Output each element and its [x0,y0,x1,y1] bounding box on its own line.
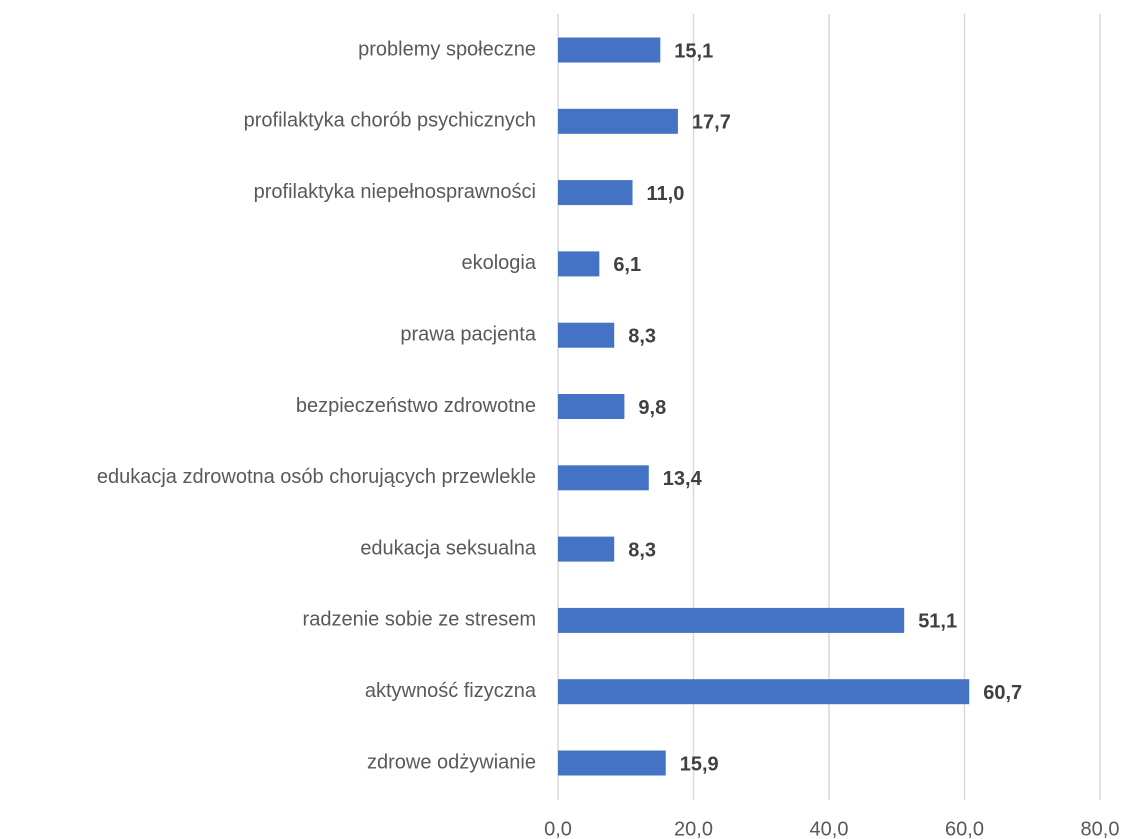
bar [558,322,615,348]
y-tick-label: profilaktyka niepełnosprawności [254,181,536,203]
data-label: 13,4 [663,468,703,490]
y-tick-label: problemy społeczne [358,38,536,60]
y-tick-label: prawa pacjenta [400,323,537,345]
x-tick-label: 0,0 [544,818,572,839]
data-label: 8,3 [628,325,656,347]
x-tick-label: 60,0 [945,818,984,839]
y-tick-label: bezpieczeństwo zdrowotne [296,395,536,417]
bar [558,37,661,63]
data-label: 8,3 [628,539,656,561]
y-tick-label: aktywność fizyczna [365,680,537,702]
x-tick-label: 80,0 [1081,818,1120,839]
data-label: 15,9 [680,753,719,775]
data-label: 17,7 [692,112,731,134]
y-tick-label: zdrowe odżywianie [367,751,536,773]
y-tick-label: radzenie sobie ze stresem [303,609,536,631]
bar [558,180,633,206]
bar [558,394,625,419]
bar [558,108,678,134]
x-tick-label: 20,0 [674,818,713,839]
data-label: 51,1 [918,611,957,633]
y-tick-label: ekologia [461,252,536,274]
bar [558,251,600,277]
data-label: 60,7 [983,682,1022,704]
y-tick-label: profilaktyka chorób psychicznych [244,110,536,132]
data-label: 6,1 [613,254,641,276]
data-label: 15,1 [674,40,713,62]
bar [558,750,666,776]
bar [558,536,615,562]
y-tick-label: edukacja seksualna [360,537,537,559]
data-label: 9,8 [638,397,666,419]
data-label: 11,0 [647,183,685,205]
y-tick-label: edukacja zdrowotna osób chorujących prze… [97,466,536,488]
bar [558,607,905,633]
bar [558,679,970,705]
bar [558,465,649,491]
x-tick-label: 40,0 [810,818,849,839]
